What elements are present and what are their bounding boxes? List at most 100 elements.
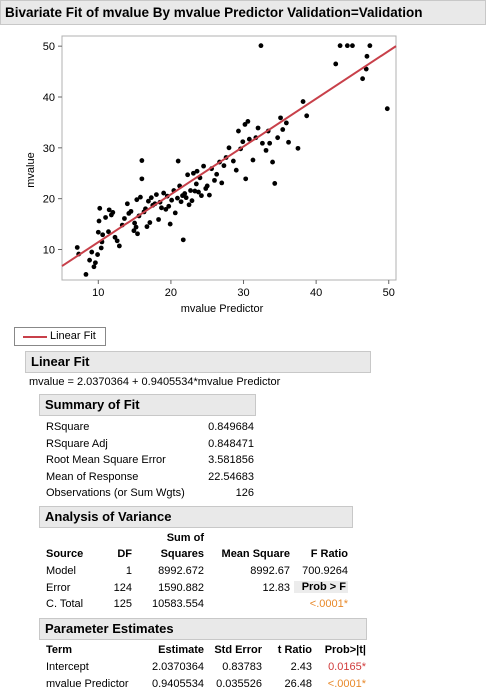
data-point[interactable] [272, 181, 278, 186]
data-point[interactable] [186, 202, 192, 208]
data-point[interactable] [106, 207, 112, 213]
data-point[interactable] [280, 127, 286, 132]
data-point[interactable] [196, 189, 201, 195]
data-point[interactable] [166, 203, 172, 209]
report-title[interactable]: Bivariate Fit of mvalue By mvalue Predic… [0, 0, 486, 25]
data-point[interactable] [226, 145, 232, 151]
data-point[interactable] [360, 76, 365, 82]
analysis-of-variance-header[interactable]: Analysis of Variance [39, 506, 353, 528]
data-point[interactable] [93, 260, 98, 266]
data-point[interactable] [199, 193, 204, 199]
data-point[interactable] [87, 257, 92, 263]
data-point[interactable] [116, 243, 122, 249]
legend[interactable]: Linear Fit [14, 327, 106, 346]
data-point[interactable] [175, 158, 181, 164]
data-point[interactable] [191, 170, 196, 176]
summary-of-fit-header[interactable]: Summary of Fit [39, 394, 256, 416]
data-point[interactable] [112, 234, 118, 240]
data-point[interactable] [230, 158, 236, 164]
data-point[interactable] [146, 198, 151, 204]
data-point[interactable] [172, 210, 178, 216]
data-point[interactable] [300, 99, 306, 104]
data-point[interactable] [350, 43, 355, 49]
data-point[interactable] [367, 43, 373, 49]
data-point[interactable] [163, 206, 169, 212]
data-point[interactable] [286, 139, 291, 145]
data-point[interactable] [95, 252, 100, 257]
data-point[interactable] [242, 122, 248, 127]
data-point[interactable] [95, 229, 101, 235]
data-point[interactable] [275, 135, 281, 141]
data-point[interactable] [283, 120, 289, 126]
data-point[interactable] [212, 177, 217, 183]
data-point[interactable] [144, 224, 150, 230]
data-point[interactable] [183, 195, 189, 201]
data-point[interactable] [156, 217, 161, 222]
data-point[interactable] [178, 199, 184, 205]
data-point[interactable] [148, 195, 154, 201]
data-point[interactable] [153, 192, 159, 198]
data-point[interactable] [364, 53, 370, 59]
data-point[interactable] [333, 61, 339, 67]
data-point[interactable] [193, 181, 199, 187]
data-point[interactable] [131, 228, 137, 234]
data-point[interactable] [83, 272, 89, 277]
data-point[interactable] [250, 157, 256, 163]
data-point[interactable] [147, 220, 153, 225]
linear-fit-header[interactable]: Linear Fit [25, 351, 371, 373]
data-point[interactable] [304, 113, 310, 119]
data-point[interactable] [175, 195, 180, 201]
data-point[interactable] [100, 232, 106, 238]
data-point[interactable] [159, 205, 164, 211]
data-point[interactable] [363, 66, 369, 72]
data-point[interactable] [96, 218, 102, 224]
bivariate-scatter-plot[interactable]: 10 20 30 40 50 10 20 30 40 50 mvalue Predictor m… [0, 26, 488, 326]
data-point[interactable] [204, 183, 210, 189]
data-point[interactable] [270, 159, 275, 165]
data-point[interactable] [337, 43, 343, 49]
data-point[interactable] [295, 145, 301, 151]
data-point[interactable] [192, 188, 198, 194]
data-point[interactable] [97, 205, 103, 211]
data-point[interactable] [169, 197, 175, 203]
data-point[interactable] [214, 171, 220, 177]
data-point[interactable] [221, 163, 227, 169]
data-point[interactable] [260, 140, 265, 146]
data-point[interactable] [240, 139, 246, 145]
data-point[interactable] [103, 215, 108, 220]
data-point[interactable] [134, 197, 140, 203]
data-point[interactable] [74, 245, 80, 250]
data-point[interactable] [258, 43, 264, 49]
data-point[interactable] [91, 264, 97, 270]
data-point[interactable] [180, 237, 186, 243]
data-point[interactable] [124, 201, 130, 207]
data-point[interactable] [139, 158, 145, 163]
data-point[interactable] [110, 209, 116, 215]
data-point[interactable] [98, 245, 104, 251]
data-point[interactable] [135, 231, 140, 237]
data-point[interactable] [245, 119, 251, 124]
data-point[interactable] [132, 220, 138, 226]
data-point[interactable] [267, 140, 273, 146]
data-point[interactable] [167, 221, 173, 227]
data-point[interactable] [246, 136, 252, 142]
data-point[interactable] [255, 125, 261, 131]
data-point[interactable] [161, 190, 167, 196]
data-point[interactable] [219, 180, 225, 186]
data-point[interactable] [278, 115, 283, 121]
data-point[interactable] [185, 172, 191, 178]
data-point[interactable] [139, 176, 145, 182]
data-point[interactable] [233, 167, 239, 173]
data-point[interactable] [122, 216, 127, 221]
data-point[interactable] [263, 147, 269, 153]
data-point[interactable] [128, 208, 134, 214]
parameter-estimates-header[interactable]: Parameter Estimates [39, 618, 367, 640]
data-point[interactable] [114, 238, 120, 244]
data-point[interactable] [201, 163, 206, 169]
data-point[interactable] [243, 176, 249, 182]
data-point[interactable] [189, 198, 195, 204]
data-point[interactable] [188, 188, 193, 193]
data-point[interactable] [194, 168, 200, 174]
data-point[interactable] [133, 224, 139, 230]
data-point[interactable] [206, 192, 212, 198]
